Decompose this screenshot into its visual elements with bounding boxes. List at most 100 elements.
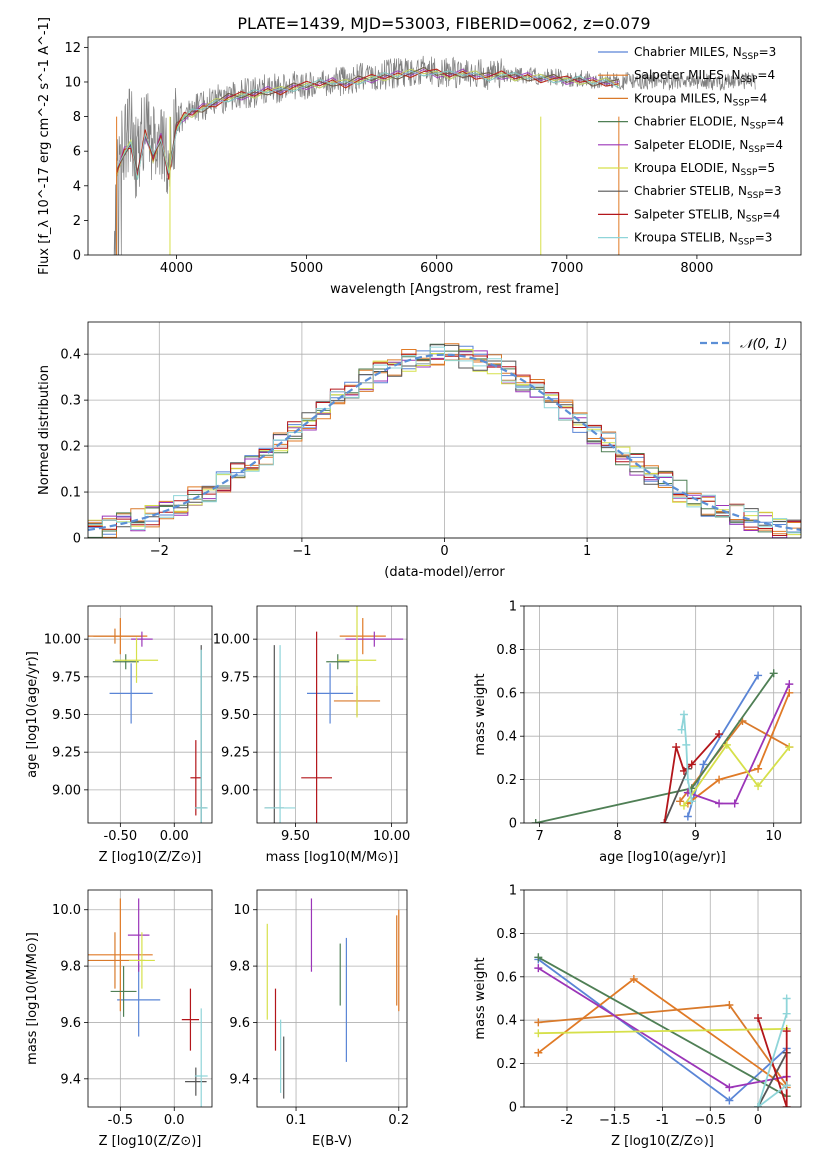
spectrum-ytick-label-2: 4 [73, 179, 81, 194]
spectrum-legend-subscript-8: SSP [738, 238, 755, 248]
spectrum-xtick-label-2: 6000 [420, 261, 453, 276]
mass-vs-Z-ytick-label-1: 9.6 [60, 1016, 81, 1031]
spectrum-data-line [113, 55, 756, 255]
age-vs-mass-ytick-label-3: 9.75 [221, 670, 250, 685]
mass-weight-vs-Z-ytick-label-3: 0.6 [496, 970, 517, 985]
spectrum-model-line-2 [116, 68, 619, 180]
mass-weight-vs-Z-ylabel: mass weight [473, 957, 488, 1039]
mass-weight-vs-Z-series-marker-7-0 [754, 1014, 763, 1023]
spectrum-legend-nssp-3: =4 [766, 115, 784, 129]
mass-weight-vs-age-panel: 7 8 9 10 0 0.2 0.4 0.6 0.8 1 age [log10(age/yr)] ma… [473, 600, 802, 865]
mass-weight-vs-age-series-marker-5-1 [722, 740, 731, 749]
spectrum-legend-nssp-7: =4 [763, 207, 781, 221]
mass-weight-vs-age-xtick-label-1: 8 [613, 829, 621, 844]
mass-vs-EBV-panel: 0.1 0.2 9.4 9.6 9.8 10 E(B-V) [229, 889, 409, 1149]
spectrum-legend: Chabrier MILES, NSSP=3 Salpeter MILES, NS… [598, 45, 784, 248]
mass-weight-vs-age-ytick-label-0: 0 [509, 817, 517, 832]
mass-weight-vs-Z-series-marker-7-2 [782, 1027, 791, 1036]
spectrum-legend-label-3: Chabrier ELODIE, NSSP=4 [634, 115, 784, 132]
mass-vs-Z-xtick-label-1: 0.0 [164, 1113, 185, 1128]
spectrum-model-line-1 [116, 66, 619, 176]
age-vs-Z-ytick-label-3: 9.75 [52, 670, 81, 685]
residuals-xtick-label-3: 1 [583, 544, 591, 559]
mass-weight-vs-Z-xtick-label-4: 0 [754, 1113, 762, 1128]
mass-weight-vs-age-series-marker-1-3 [785, 688, 794, 697]
mass-weight-vs-age-series-marker-3-2 [769, 669, 778, 678]
spectrum-legend-label-0: Chabrier MILES, NSSP=3 [634, 45, 776, 62]
mass-vs-EBV-xlabel: E(B-V) [312, 1134, 352, 1149]
mass-weight-vs-age-series-marker-7-4 [715, 730, 724, 739]
mass-weight-vs-Z-series-marker-0-1 [725, 1096, 734, 1105]
age-vs-Z-xtick-label-0: -0.50 [104, 829, 138, 844]
mass-vs-Z-ylabel: mass [log10(M/M⊙)] [25, 932, 40, 1065]
spectrum-frame [87, 36, 802, 256]
mass-weight-vs-Z-xtick-label-2: -1 [656, 1113, 669, 1128]
spectrum-xtick-label-3: 7000 [550, 261, 583, 276]
spectrum-xtick-label-4: 8000 [680, 261, 713, 276]
residuals-xtick-label-1: −1 [292, 544, 311, 559]
figure-title: PLATE=1439, MJD=53003, FIBERID=0062, z=0… [237, 14, 650, 33]
mass-weight-vs-Z-series-marker-8-2 [754, 1103, 763, 1107]
mass-weight-vs-age-series-marker-0-2 [754, 671, 763, 680]
mass-weight-vs-age-ytick-label-4: 0.8 [496, 643, 517, 658]
mass-weight-vs-age-series-marker-7-3 [687, 760, 696, 769]
age-vs-Z-panel: -0.50 0.00 9.00 9.25 9.50 9.75 10.00 Z [log10(Z… [25, 605, 213, 865]
spectrum-legend-nssp-1: =4 [757, 68, 775, 82]
panels: 4000 5000 6000 7000 8000024681012wavelength … [25, 17, 802, 1149]
age-vs-mass-xtick-label-0: 9.50 [281, 829, 310, 844]
mass-weight-vs-Z-ytick-label-0: 0 [509, 1101, 517, 1116]
mass-vs-EBV-plot-area [266, 898, 400, 1099]
residuals-legend: 𝒩(0, 1) [700, 337, 787, 352]
mass-weight-vs-age-series-line-1 [687, 692, 791, 805]
age-vs-mass-xtick-label-1: 10.00 [373, 829, 410, 844]
mass-weight-vs-Z-series-marker-1-1 [629, 974, 638, 983]
mass-weight-vs-Z-series-marker-2-0 [534, 1018, 543, 1027]
mass-weight-vs-Z-series-marker-8-3 [782, 1081, 791, 1090]
mass-vs-EBV-ytick-label-1: 9.6 [229, 1016, 250, 1031]
age-vs-mass-panel: 9.50 10.00 9.00 9.25 9.50 9.75 10.00 mass [log1… [213, 605, 410, 865]
mass-weight-vs-age-xtick-label-2: 9 [692, 829, 700, 844]
spectrum-legend-label-2: Kroupa MILES, NSSP=4 [634, 91, 767, 108]
mass-vs-Z-xlabel: Z [log10(Z/Z⊙)] [99, 1134, 202, 1149]
mass-weight-vs-Z-series-line-3 [537, 956, 788, 1097]
mass-weight-vs-age-series-marker-5-3 [785, 743, 794, 752]
mass-weight-vs-age-series-marker-4-3 [785, 680, 794, 689]
residuals-xtick-label-2: 0 [440, 544, 448, 559]
mass-weight-vs-age-series-marker-5-2 [754, 782, 763, 791]
mass-weight-vs-age-series-marker-8-2 [682, 740, 691, 749]
spectrum-model-line-7 [116, 68, 619, 180]
spectrum-model-line-3 [116, 70, 620, 180]
residuals-plot-area [88, 343, 801, 538]
mass-vs-Z-ytick-label-0: 9.4 [60, 1072, 81, 1087]
mass-weight-vs-age-series-marker-1-2 [754, 764, 763, 773]
mass-vs-Z-panel: -0.5 0.0 9.4 9.6 9.8 10.0 Z [log10(Z/Z⊙)] mass … [25, 889, 213, 1149]
mass-vs-EBV-ytick-label-3: 10 [233, 903, 250, 918]
spectrum-ytick-label-4: 8 [73, 110, 81, 125]
mass-vs-Z-frame [87, 889, 213, 1108]
spectrum-legend-subscript-5: SSP [741, 168, 758, 178]
spectrum-plot-area [113, 55, 756, 255]
spectrum-xtick-label-0: 4000 [160, 261, 193, 276]
spectrum-legend-label-6: Chabrier STELIB, NSSP=3 [634, 184, 782, 201]
residuals-ytick-label-2: 0.2 [60, 440, 81, 455]
mass-vs-EBV-ytick-label-0: 9.4 [229, 1072, 250, 1087]
mass-weight-vs-age-series-marker-5-0 [679, 801, 688, 810]
spectrum-xtick-label-1: 5000 [290, 261, 323, 276]
mass-weight-vs-age-series-line-6 [663, 768, 689, 823]
mass-vs-Z-plot-area [88, 898, 208, 1107]
mass-vs-Z-ytick-label-3: 10.0 [52, 903, 81, 918]
residuals-xlabel: (data-model)/error [384, 565, 505, 580]
mass-weight-vs-Z-xtick-label-3: −0.5 [694, 1113, 726, 1128]
residuals-panel: −2 −1 0 1 2 0 0.1 0.2 0.3 0.4 (data-model)/error No… [37, 321, 802, 580]
spectrum-legend-nssp-8: =3 [755, 231, 773, 245]
mass-weight-vs-Z-ytick-label-1: 0.2 [496, 1057, 517, 1072]
age-vs-Z-ytick-label-4: 10.00 [44, 633, 81, 648]
mass-weight-vs-age-series-marker-3-0 [531, 819, 540, 823]
age-vs-Z-xlabel: Z [log10(Z/Z⊙)] [99, 850, 202, 865]
mass-weight-vs-age-series-marker-8-3 [683, 775, 692, 784]
mass-weight-vs-Z-series-marker-7-1 [782, 1103, 791, 1107]
residuals-ytick-label-0: 0 [73, 532, 81, 547]
age-vs-mass-ytick-label-4: 10.00 [213, 633, 250, 648]
spectrum-legend-label-1: Salpeter MILES, NSSP=4 [634, 68, 775, 85]
age-vs-mass-ytick-label-1: 9.25 [221, 746, 250, 761]
